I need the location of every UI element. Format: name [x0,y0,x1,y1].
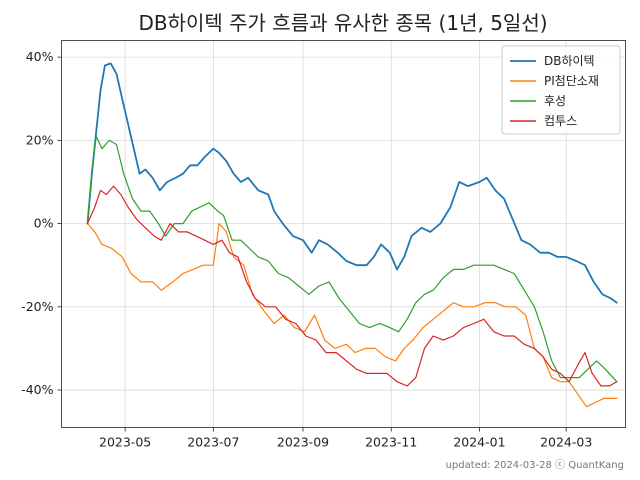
x-tick-label: 2023-09 [277,435,329,450]
legend-label: PI첨단소재 [544,74,599,88]
y-tick-label: 0% [34,216,54,231]
axis-ticks: 2023-05 2023-07 2023-09 2023-11 2024-01 2024-… [21,49,592,449]
y-tick-label: -20% [21,299,53,314]
x-tick-label: 2023-11 [365,435,417,450]
plot-frame [61,40,626,428]
legend-label: 컴투스 [544,114,577,128]
x-tick-label: 2023-05 [99,435,151,450]
y-tick-label: 20% [26,132,54,147]
footer-credit: updated: 2024-03-28 ⓒ QuantKang [446,459,624,471]
x-tick-label: 2024-03 [540,435,592,450]
x-tick-label: 2024-01 [453,435,505,450]
legend-box [501,45,621,135]
legend-label: 후성 [544,94,566,108]
y-tick-label: 40% [26,49,54,64]
x-tick-label: 2023-07 [187,435,239,450]
series-line-4 [86,185,618,387]
series-line-3 [86,135,618,383]
legend-label: DB하이텍 [544,54,595,68]
chart-title: DB하이텍 주가 흐름과 유사한 종목 (1년, 5일선) [138,11,547,35]
series-lines [86,62,618,408]
y-tick-label: -40% [21,382,53,397]
series-line-1 [86,62,618,304]
series-line-2 [86,223,618,408]
